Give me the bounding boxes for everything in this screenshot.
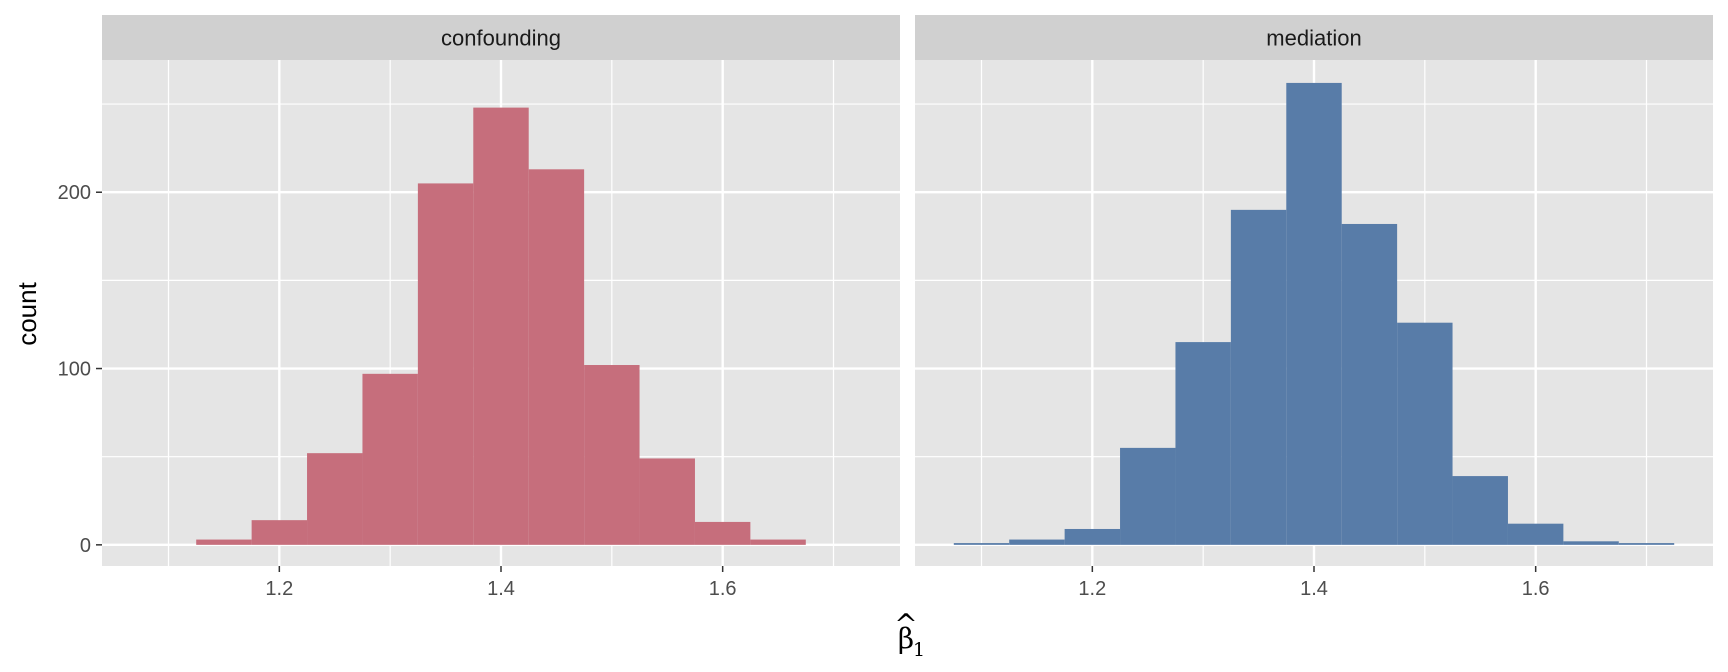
- x-axis-title-beta: β: [898, 622, 914, 655]
- histogram-bar: [528, 169, 585, 545]
- histogram-bar: [1286, 82, 1342, 545]
- facet-strip-label: mediation: [1266, 26, 1361, 51]
- facet-strip: [915, 15, 1713, 60]
- y-axis-title-group: count: [12, 281, 42, 345]
- histogram-bar: [1009, 539, 1065, 545]
- facet-panel-mediation: mediation 1.2 1.4 1.6: [915, 15, 1713, 600]
- x-tick-label: 1.2: [1078, 578, 1106, 600]
- histogram-bar: [1563, 541, 1619, 545]
- x-axis-title-subscript: 1: [913, 639, 925, 661]
- histogram-bar: [750, 539, 806, 545]
- facet-strip-label: confounding: [441, 26, 561, 51]
- x-tick-label: 1.4: [487, 578, 515, 600]
- x-axis-title-hat: ^: [894, 608, 917, 641]
- histogram-bar: [1507, 523, 1564, 545]
- facet-strip: [102, 15, 900, 60]
- facet-panel-confounding: confounding 1.2 1.4 1.6 0 100 200: [58, 15, 900, 600]
- histogram-bar: [1618, 543, 1675, 545]
- x-tick-label: 1.2: [265, 578, 293, 600]
- histogram-bar: [694, 521, 751, 545]
- x-axis-title: β ^ 1: [894, 608, 925, 661]
- y-tick-label: 200: [58, 182, 91, 204]
- histogram-bar: [584, 365, 640, 545]
- x-tick-label: 1.6: [709, 578, 737, 600]
- facet-panels: confounding 1.2 1.4 1.6 0 100 200 mediation 1.2 1…: [58, 15, 1713, 600]
- histogram-bar: [639, 458, 695, 545]
- histogram-bar: [251, 520, 308, 545]
- x-tick-label: 1.6: [1522, 578, 1550, 600]
- histogram-bar: [1230, 209, 1287, 545]
- y-tick-label: 0: [80, 535, 91, 557]
- histogram-bar: [473, 107, 529, 545]
- y-axis-title: count: [12, 281, 42, 345]
- y-tick-label: 100: [58, 359, 91, 381]
- histogram-bar: [1341, 223, 1398, 545]
- histogram-bar: [196, 539, 252, 545]
- histogram-bar: [1397, 322, 1453, 545]
- histogram-bar: [307, 453, 363, 545]
- x-tick-label: 1.4: [1300, 578, 1328, 600]
- histogram-bar: [953, 543, 1010, 545]
- histogram-bar: [417, 183, 474, 545]
- histogram-bar: [362, 373, 418, 545]
- histogram-bar: [1120, 447, 1176, 545]
- histogram-bar: [1175, 342, 1231, 545]
- histogram-bar: [1064, 528, 1121, 545]
- histogram-bar: [1452, 476, 1508, 545]
